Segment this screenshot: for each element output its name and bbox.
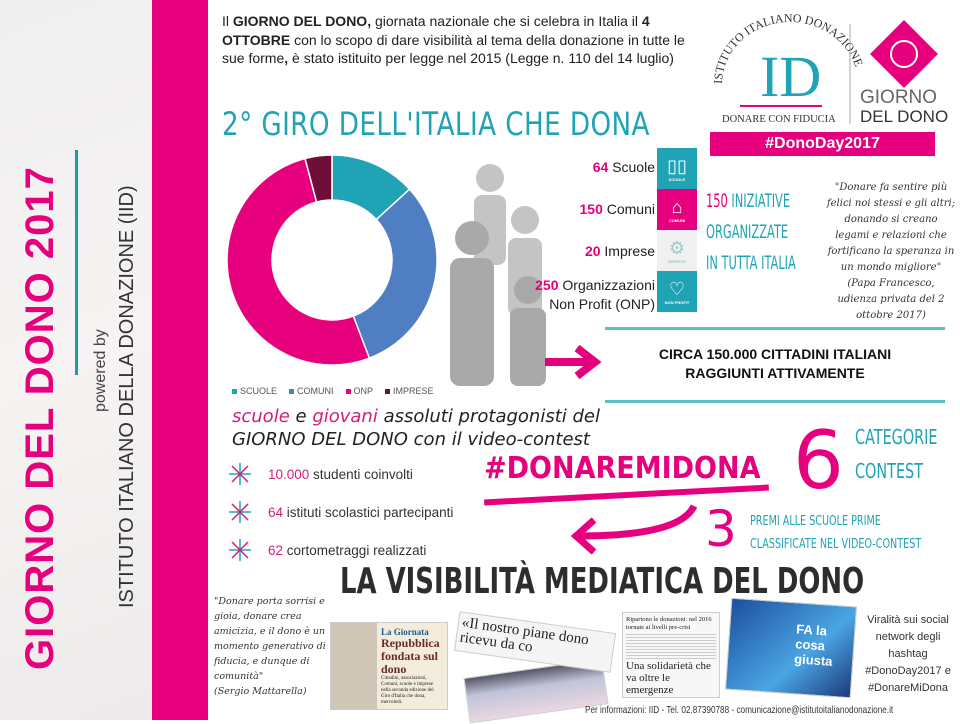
curved-arrow-icon: [570, 504, 698, 555]
social-virality: Viralità sui social network degli hashta…: [865, 614, 951, 694]
people-icon: [450, 164, 546, 386]
footer-contact: Per informazioni: IID - Tel. 02.87390788…: [585, 704, 894, 716]
tv-still: FA la cosa giusta: [724, 597, 858, 699]
pink-stripe: [152, 0, 208, 720]
donut-slice-comuni: [352, 188, 438, 360]
title-divider: [75, 150, 78, 375]
stat-non-profit: 250 Organizzazioni Non Profit (ONP): [535, 277, 655, 312]
arrow-right-icon: [545, 344, 602, 380]
divider: [605, 400, 945, 403]
stat-scuole: 64 Scuole: [592, 159, 655, 175]
prizes-label: PREMI ALLE SCUOLE PRIME CLASSIFICATE NEL …: [750, 514, 922, 552]
press-clip: La Giornata Repubblica fondata sul dono …: [330, 622, 448, 710]
divider: [605, 327, 945, 330]
stat-imprese: 20 Imprese: [584, 243, 655, 259]
vertical-title: GIORNO DEL DONO 2017: [18, 166, 62, 670]
powered-by: powered by: [92, 329, 109, 412]
svg-text:DONARE CON FIDUCIA: DONARE CON FIDUCIA: [722, 114, 836, 125]
categories-label: CATEGORIE CONTEST: [855, 425, 938, 483]
heart-icon: ♡ NON PROFIT: [657, 271, 697, 312]
chart-legend: SCUOLE COMUNI ONP IMPRESE: [232, 386, 434, 396]
asterisk-icon: [229, 463, 251, 485]
mattarella-quote: "Donare porta sorrisi e gioia, donare cr…: [214, 596, 326, 697]
photo: [331, 623, 377, 709]
asterisk-icon: [229, 539, 251, 561]
hashtag-banner: #DonoDay2017: [710, 132, 935, 156]
contest-bullet: 10.000 studenti coinvolti: [228, 462, 413, 486]
donut-slice-onp: [226, 157, 371, 366]
asterisk-icon: [229, 501, 251, 523]
book-icon: ▯▯ SCUOLE: [657, 148, 697, 189]
legend-item: ONP: [345, 386, 373, 396]
svg-text:DEL DONO: DEL DONO: [860, 107, 948, 126]
media-heading: LA VISIBILITÀ MEDIATICA DEL DONO: [340, 561, 865, 602]
intro-text: Il GIORNO DEL DONO, giornata nazionale c…: [222, 13, 685, 66]
pope-quote: "Donare fa sentire più felici noi stessi…: [826, 182, 956, 321]
legend-item: COMUNI: [289, 386, 334, 396]
donut-chart: [226, 154, 438, 366]
svg-text:GIORNO: GIORNO: [860, 87, 937, 108]
gears-icon: ⚙ IMPRESE: [657, 230, 697, 271]
prizes-count: 3: [705, 500, 737, 558]
press-clip: Ripartono le donazioni: nel 2016 tornate…: [622, 612, 720, 698]
categories-count: 6: [793, 414, 844, 507]
institute-name: ISTITUTO ITALIANO DELLA DONAZIONE (IID): [116, 185, 138, 608]
logo: ISTITUTO ITALIANO DONAZIONE ID DONARE CO…: [710, 6, 954, 130]
press-clip: «Il nostro piane dono ricevu da co: [453, 611, 617, 673]
stat-comuni: 150 Comuni: [579, 201, 656, 217]
contest-bullet: 64 istituti scolastici partecipanti: [228, 500, 453, 524]
contest-hashtag: #DONAREMIDONA: [484, 451, 761, 486]
legend-item: IMPRESE: [385, 386, 434, 396]
legend-item: SCUOLE: [232, 386, 277, 396]
contest-bullet: 62 cortometraggi realizzati: [228, 538, 426, 562]
svg-text:ID: ID: [760, 44, 821, 109]
contest-intro: scuole e giovani assoluti protagonisti d…: [232, 406, 600, 450]
town-hall-icon: ⌂ COMUNI: [657, 189, 697, 230]
initiatives-text: 150 INIZIATIVE ORGANIZZATE IN TUTTA ITALIA: [706, 190, 796, 274]
giro-heading: 2° GIRO DELL'ITALIA CHE DONA: [222, 105, 650, 143]
donut-slice-imprese: [304, 154, 333, 203]
citizens-reached: CIRCA 150.000 CITTADINI ITALIANI RAGGIUNT…: [658, 346, 892, 381]
